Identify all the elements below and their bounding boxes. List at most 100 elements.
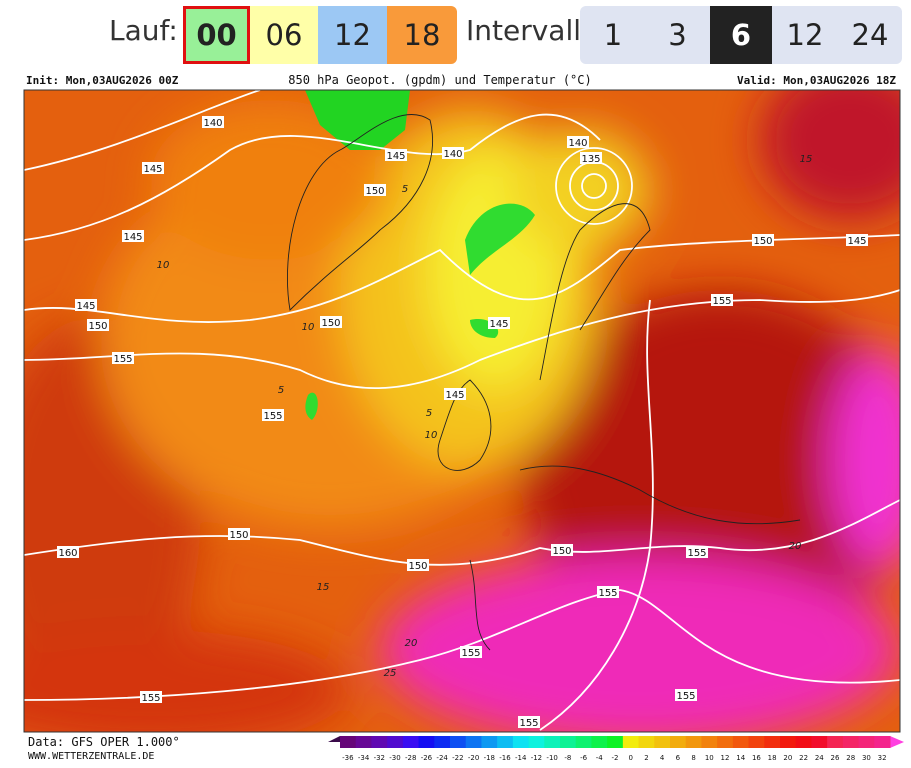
scale-segment (528, 736, 545, 748)
geopotential-label: 155 (113, 354, 132, 365)
label-bg (112, 352, 134, 364)
scale-segment (418, 736, 435, 748)
scale-label: -12 (531, 754, 542, 762)
label-bg (460, 646, 482, 658)
scale-label: 4 (660, 754, 665, 762)
run-label: Lauf: (109, 14, 178, 47)
scale-label: -4 (596, 754, 604, 762)
run-button[interactable]: 00 (183, 6, 250, 64)
scale-label: 10 (705, 754, 714, 762)
temperature-label: 20 (789, 541, 802, 552)
scale-segment (402, 736, 420, 748)
geopotential-label: 150 (321, 318, 340, 329)
geopotential-label: 145 (445, 390, 464, 401)
label-bg (385, 149, 407, 161)
run-button[interactable]: 06 (250, 6, 318, 64)
scale-segment (434, 736, 451, 748)
label-bg (202, 116, 224, 128)
interval-button[interactable]: 6 (710, 6, 772, 64)
label-bg (846, 234, 868, 246)
site-url: WWW.WETTERZENTRALE.DE (28, 751, 154, 762)
scale-label: -10 (546, 754, 557, 762)
geopotential-label: 155 (676, 691, 695, 702)
scale-segment (544, 736, 561, 748)
label-bg (488, 317, 510, 329)
scale-label: 12 (721, 754, 730, 762)
scale-label: 22 (799, 754, 808, 762)
run-button[interactable]: 18 (387, 6, 457, 64)
scale-segment (575, 736, 592, 748)
interval-button[interactable]: 12 (786, 18, 824, 52)
scale-label: -34 (358, 754, 370, 762)
scale-segment (717, 736, 734, 748)
scale-segment (670, 736, 687, 748)
label-bg (567, 136, 589, 148)
scale-segment (780, 736, 797, 748)
scale-label: -20 (468, 754, 479, 762)
scale-label: -30 (389, 754, 400, 762)
geopotential-label: 145 (847, 236, 866, 247)
map-frame (23, 89, 901, 733)
geopotential-label: 150 (365, 186, 384, 197)
scale-segment (638, 736, 655, 748)
interval-button[interactable]: 3 (668, 18, 687, 52)
scale-label: -24 (436, 754, 448, 762)
label-bg (686, 546, 708, 558)
scale-segment (732, 736, 750, 748)
scale-segment (481, 736, 498, 748)
scale-segment (591, 736, 608, 748)
scale-segment (811, 736, 828, 748)
init-time: Init: Mon,03AUG2026 00Z (26, 74, 179, 87)
interval-button[interactable]: 24 (851, 18, 889, 52)
scale-segment (764, 736, 781, 748)
scale-label: -36 (342, 754, 354, 762)
label-bg (364, 184, 386, 196)
temperature-label: 10 (157, 260, 170, 271)
scale-segment (827, 736, 844, 748)
label-bg (57, 546, 79, 558)
geopotential-label: 145 (386, 151, 405, 162)
temperature-label: 5 (402, 184, 408, 195)
geopotential-label: 155 (519, 718, 538, 729)
label-bg (122, 230, 144, 242)
scale-label: 6 (676, 754, 681, 762)
geopotential-label: 155 (598, 588, 617, 599)
scale-label: -2 (612, 754, 619, 762)
label-bg (87, 319, 109, 331)
geopotential-label: 155 (461, 648, 480, 659)
scale-segment (607, 736, 624, 748)
scale-segment (858, 736, 875, 748)
geopotential-label: 155 (141, 693, 160, 704)
scale-segment (497, 736, 514, 748)
scale-label: 20 (783, 754, 792, 762)
data-source: Data: GFS OPER 1.000° (28, 735, 180, 749)
scale-label: 0 (628, 754, 632, 762)
scale-label: -18 (484, 754, 495, 762)
scale-segment (842, 736, 860, 748)
scale-segment (450, 736, 467, 748)
color-scale: -36 -34 -32 -30 -28 -26 -24 -22 -20 -18 -16 -14 -12-… (328, 736, 904, 762)
temperature-label: 5 (278, 385, 284, 396)
label-bg (228, 528, 250, 540)
geopotential-label: 150 (229, 530, 248, 541)
scale-segment (701, 736, 718, 748)
run-button[interactable]: 12 (318, 6, 387, 64)
scale-label: 24 (815, 754, 824, 762)
scale-label: 30 (862, 754, 871, 762)
geopotential-label: 150 (753, 236, 772, 247)
geopotential-label: 145 (76, 301, 95, 312)
geopotential-label: 140 (203, 118, 222, 129)
scale-segment (560, 736, 577, 748)
scale-label: -8 (564, 754, 571, 762)
scale-segment (795, 736, 812, 748)
label-bg (675, 689, 697, 701)
scale-label: -16 (499, 754, 511, 762)
temperature-label: 25 (384, 668, 397, 679)
geopotential-label: 145 (143, 164, 162, 175)
geopotential-label: 150 (88, 321, 107, 332)
label-bg (551, 544, 573, 556)
interval-button[interactable]: 1 (603, 18, 623, 52)
map-title: 850 hPa Geopot. (gpdm) und Temperatur (°… (288, 73, 591, 87)
scale-arrow (890, 736, 904, 748)
